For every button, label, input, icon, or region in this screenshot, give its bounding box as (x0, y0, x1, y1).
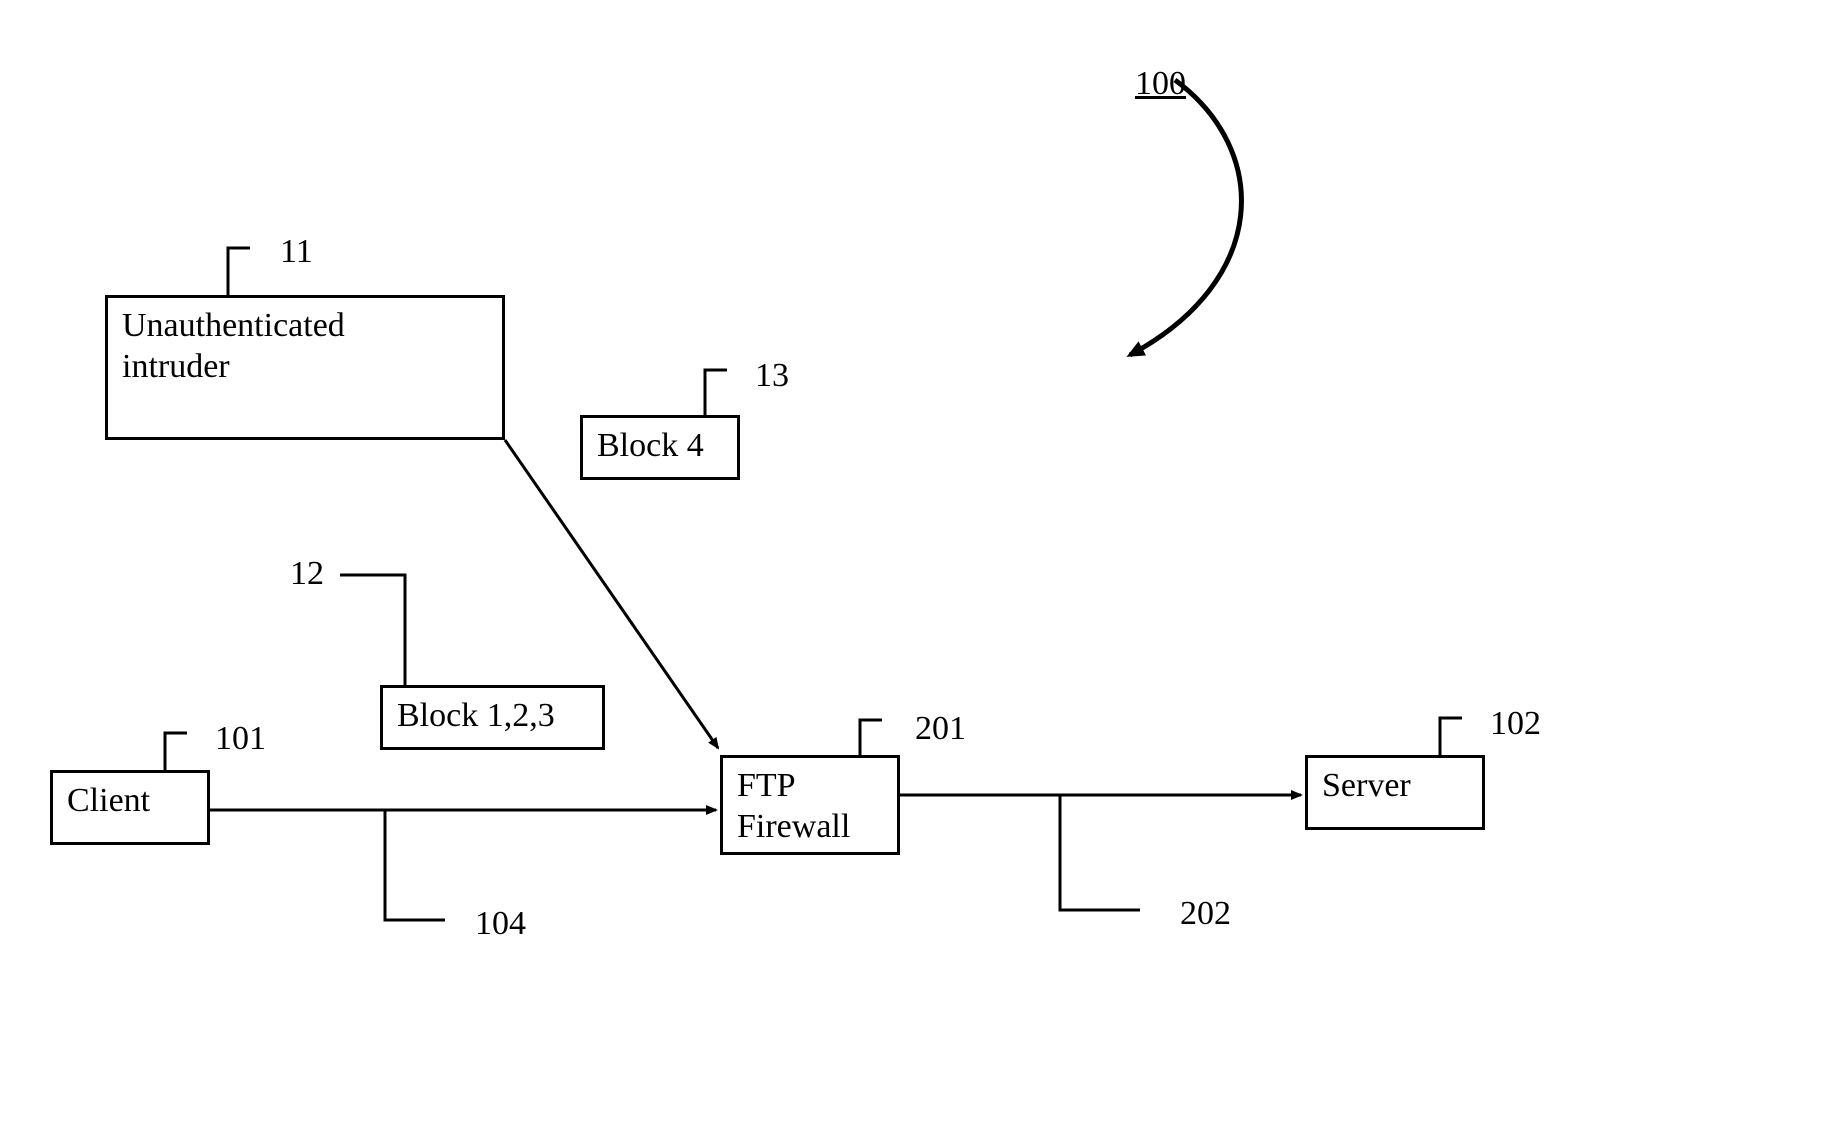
callout-13 (705, 370, 727, 415)
ref-label-102: 102 (1490, 705, 1541, 743)
node-block4-label: Block 4 (597, 426, 704, 467)
node-intruder-label: Unauthenticated intruder (122, 306, 345, 388)
callout-12 (340, 575, 405, 685)
node-firewall-label: FTP Firewall (737, 766, 850, 848)
callout-201 (860, 720, 882, 755)
callout-202 (1060, 795, 1140, 910)
callout-101 (165, 733, 187, 770)
node-block123-label: Block 1,2,3 (397, 696, 555, 737)
callout-102 (1440, 718, 1462, 755)
figure-label-100: 100 (1135, 65, 1186, 103)
node-block4: Block 4 (580, 415, 740, 480)
callout-104 (385, 810, 445, 920)
node-server-label: Server (1322, 766, 1411, 807)
ref-label-201: 201 (915, 710, 966, 748)
ref-label-12: 12 (290, 555, 324, 593)
node-firewall: FTP Firewall (720, 755, 900, 855)
ref-label-11: 11 (280, 233, 313, 271)
diagram-svg-overlay (0, 0, 1830, 1144)
pointer-arrow-100 (1130, 80, 1241, 355)
node-intruder: Unauthenticated intruder (105, 295, 505, 440)
node-client: Client (50, 770, 210, 845)
node-server: Server (1305, 755, 1485, 830)
ref-label-13: 13 (755, 357, 789, 395)
callout-11 (228, 248, 250, 295)
node-block123: Block 1,2,3 (380, 685, 605, 750)
ref-label-104: 104 (475, 905, 526, 943)
ref-label-101: 101 (215, 720, 266, 758)
node-client-label: Client (67, 781, 150, 822)
ref-label-202: 202 (1180, 895, 1231, 933)
